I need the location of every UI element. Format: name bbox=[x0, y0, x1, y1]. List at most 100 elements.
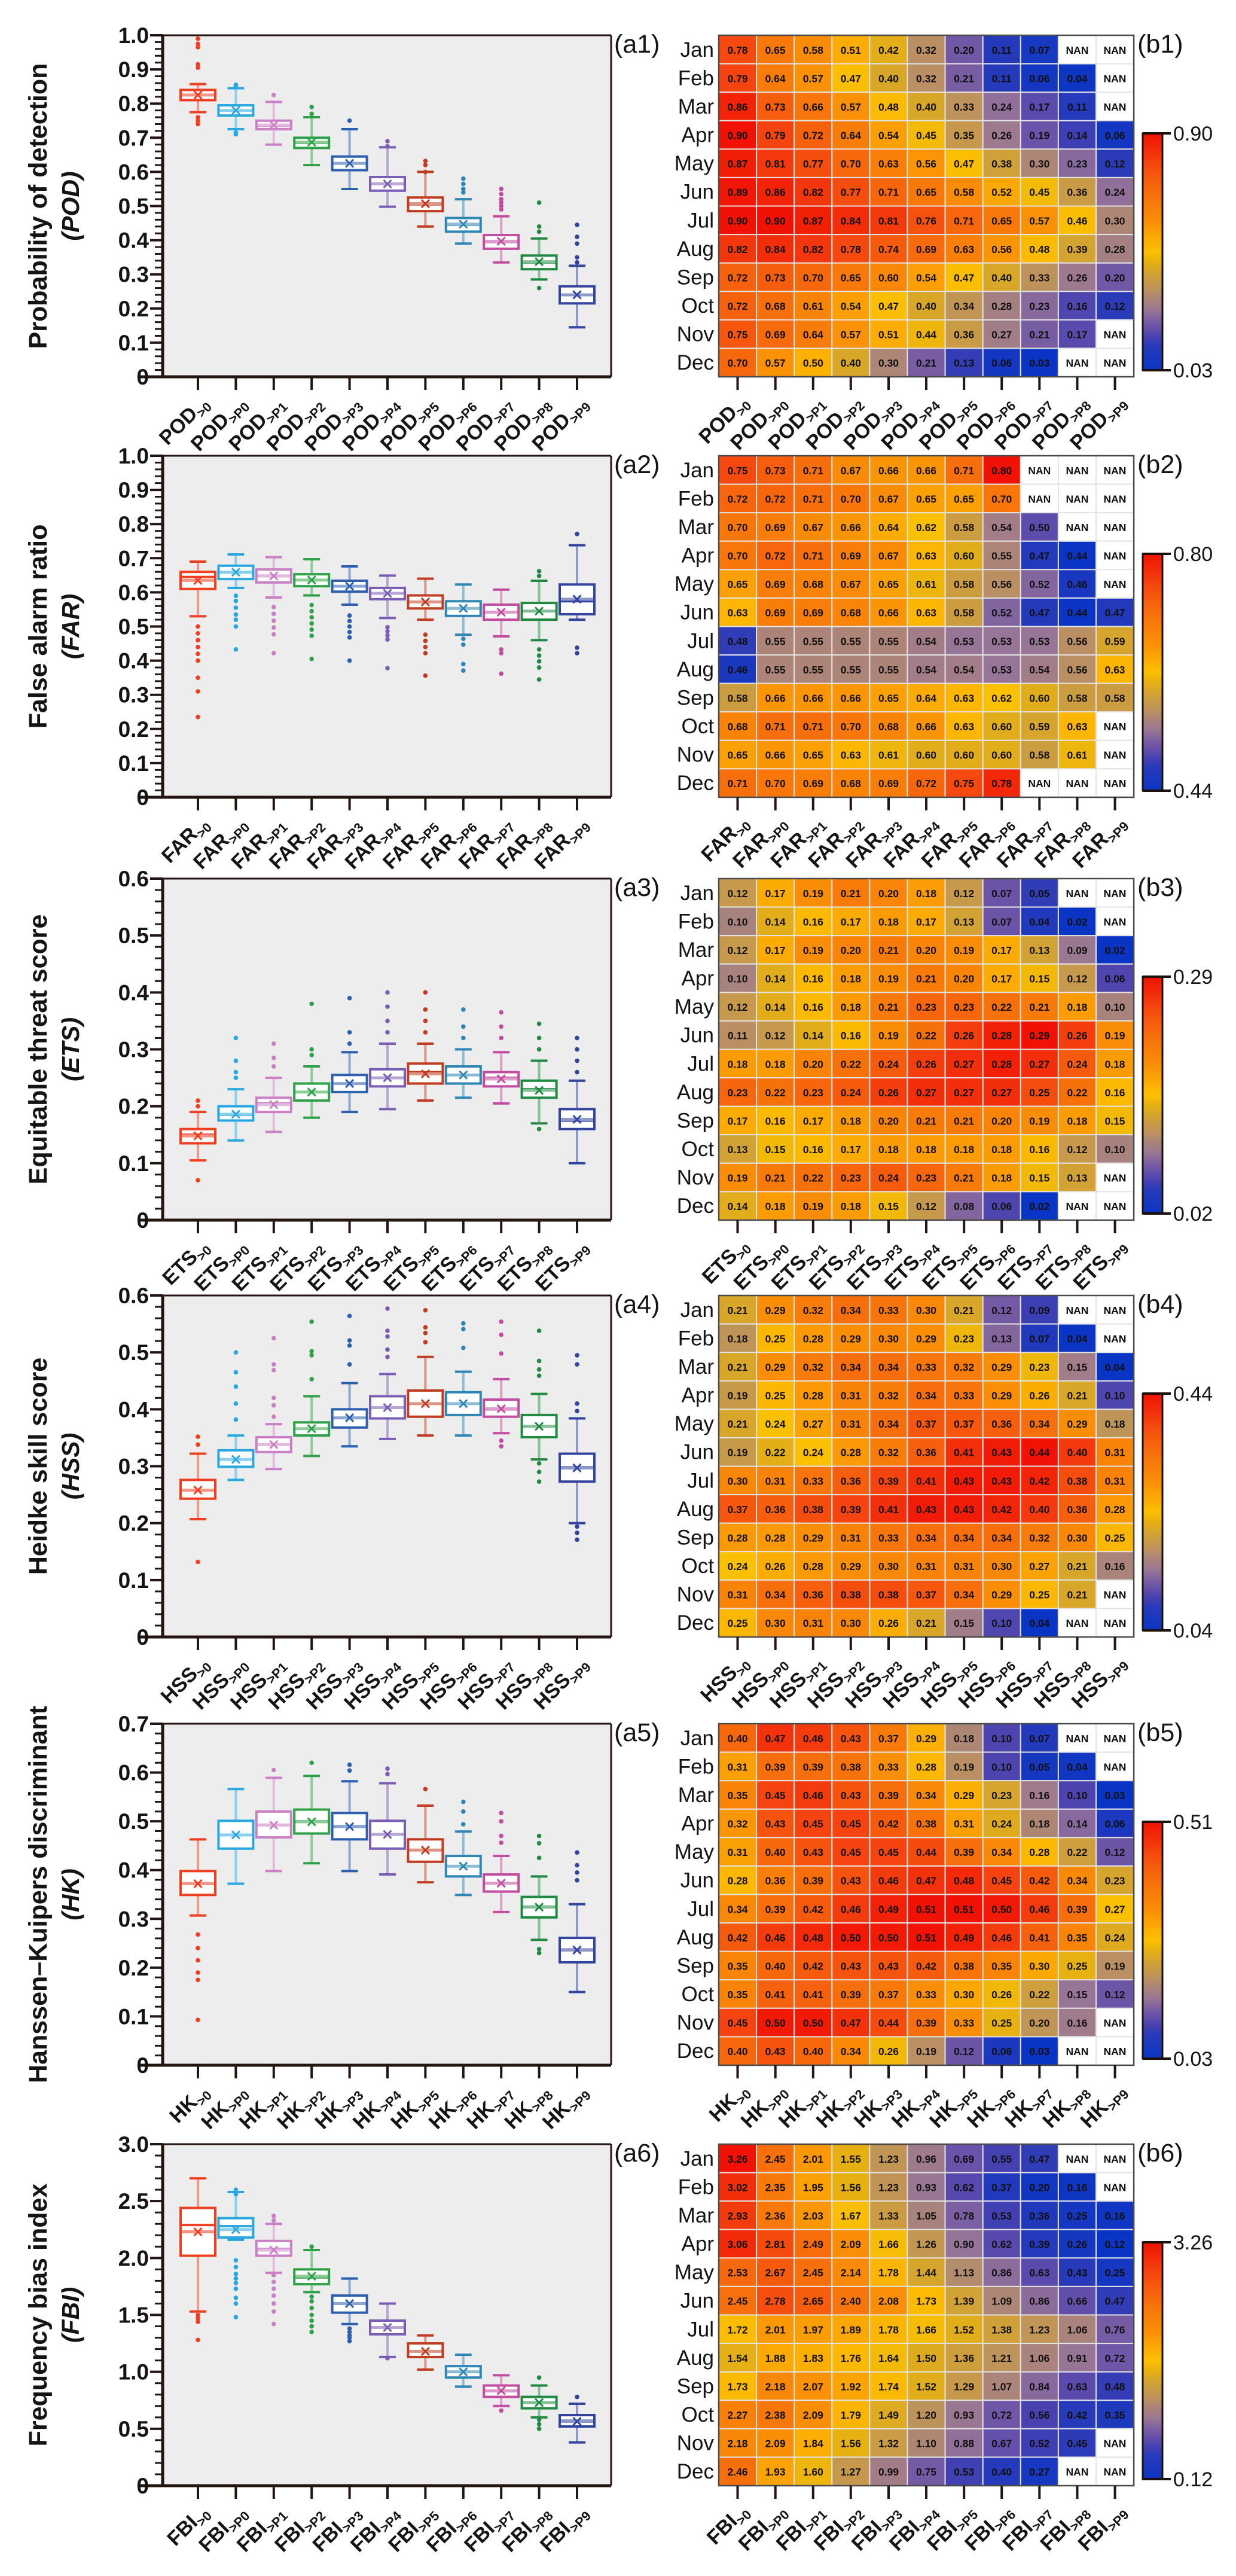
svg-text:0.10: 0.10 bbox=[1104, 1144, 1125, 1156]
svg-text:1.73: 1.73 bbox=[916, 2295, 936, 2307]
svg-text:0.28: 0.28 bbox=[916, 1761, 936, 1773]
svg-text:1.13: 1.13 bbox=[954, 2267, 974, 2279]
svg-text:(FBI): (FBI) bbox=[57, 2287, 84, 2343]
svg-text:0.31: 0.31 bbox=[803, 1617, 823, 1629]
svg-text:0.45: 0.45 bbox=[841, 1846, 861, 1858]
svg-text:NAN: NAN bbox=[1066, 357, 1089, 369]
svg-text:0.63: 0.63 bbox=[841, 749, 861, 761]
svg-text:1.23: 1.23 bbox=[878, 2153, 899, 2165]
svg-text:0.21: 0.21 bbox=[878, 1001, 899, 1013]
svg-text:0.79: 0.79 bbox=[765, 130, 786, 142]
svg-text:0.05: 0.05 bbox=[1029, 1761, 1049, 1773]
svg-text:0.63: 0.63 bbox=[954, 243, 974, 255]
svg-text:Jun: Jun bbox=[680, 1441, 714, 1464]
svg-text:0.12: 0.12 bbox=[1173, 2468, 1213, 2491]
svg-text:0.31: 0.31 bbox=[841, 1390, 861, 1402]
svg-text:0.37: 0.37 bbox=[916, 1418, 936, 1430]
svg-text:0.23: 0.23 bbox=[954, 1333, 974, 1345]
svg-text:0.11: 0.11 bbox=[1067, 101, 1087, 113]
svg-text:0.29: 0.29 bbox=[991, 1589, 1012, 1601]
svg-text:0.03: 0.03 bbox=[1029, 357, 1049, 369]
svg-text:0.3: 0.3 bbox=[118, 1455, 149, 1479]
svg-text:0.43: 0.43 bbox=[954, 1504, 974, 1516]
svg-text:0.60: 0.60 bbox=[954, 749, 974, 761]
svg-text:0.12: 0.12 bbox=[1104, 1846, 1125, 1858]
svg-text:0.42: 0.42 bbox=[1029, 1875, 1049, 1887]
svg-text:NAN: NAN bbox=[1104, 2045, 1127, 2057]
svg-text:0.30: 0.30 bbox=[1029, 1961, 1049, 1973]
svg-text:0.20: 0.20 bbox=[841, 944, 861, 956]
svg-text:0.51: 0.51 bbox=[878, 329, 899, 341]
svg-text:0.25: 0.25 bbox=[727, 1617, 747, 1629]
svg-text:0.60: 0.60 bbox=[954, 550, 974, 562]
svg-text:0.15: 0.15 bbox=[1029, 973, 1049, 985]
svg-text:0.40: 0.40 bbox=[878, 72, 899, 84]
svg-text:0.24: 0.24 bbox=[1067, 1058, 1087, 1070]
svg-text:0.5: 0.5 bbox=[118, 2417, 149, 2441]
svg-text:0.67: 0.67 bbox=[878, 493, 899, 505]
svg-text:0.37: 0.37 bbox=[991, 2181, 1012, 2193]
svg-text:0.69: 0.69 bbox=[916, 243, 936, 255]
svg-text:0.21: 0.21 bbox=[916, 973, 936, 985]
svg-text:Oct: Oct bbox=[682, 2403, 715, 2426]
svg-text:0.30: 0.30 bbox=[878, 1333, 899, 1345]
svg-text:0.15: 0.15 bbox=[765, 1144, 786, 1156]
svg-text:0.53: 0.53 bbox=[954, 635, 974, 647]
svg-text:0.11: 0.11 bbox=[992, 72, 1012, 84]
svg-text:0.48: 0.48 bbox=[878, 101, 899, 113]
svg-text:0.38: 0.38 bbox=[803, 1504, 823, 1516]
svg-text:0.6: 0.6 bbox=[118, 160, 149, 184]
svg-text:Apr: Apr bbox=[682, 1384, 715, 1407]
svg-text:0.66: 0.66 bbox=[878, 465, 899, 477]
svg-text:1.66: 1.66 bbox=[916, 2324, 936, 2336]
svg-text:0.21: 0.21 bbox=[765, 1172, 786, 1184]
svg-text:0.50: 0.50 bbox=[765, 2017, 786, 2029]
svg-text:0.39: 0.39 bbox=[803, 1875, 823, 1887]
svg-text:1.79: 1.79 bbox=[841, 2409, 861, 2421]
svg-text:0.22: 0.22 bbox=[765, 1447, 786, 1459]
svg-text:0.29: 0.29 bbox=[1173, 966, 1213, 989]
svg-text:0.42: 0.42 bbox=[803, 1961, 823, 1973]
svg-text:0.47: 0.47 bbox=[1029, 607, 1049, 619]
svg-text:0.21: 0.21 bbox=[916, 357, 936, 369]
svg-text:NAN: NAN bbox=[1104, 2466, 1127, 2478]
svg-text:0.71: 0.71 bbox=[727, 778, 747, 789]
svg-text:0.55: 0.55 bbox=[803, 664, 823, 676]
svg-text:0.39: 0.39 bbox=[765, 1903, 786, 1915]
svg-text:0.53: 0.53 bbox=[1029, 635, 1049, 647]
svg-text:0.68: 0.68 bbox=[727, 721, 747, 733]
svg-text:0.24: 0.24 bbox=[878, 1058, 899, 1070]
svg-text:0.34: 0.34 bbox=[841, 1361, 861, 1373]
svg-text:0.65: 0.65 bbox=[878, 693, 899, 705]
svg-text:0.24: 0.24 bbox=[1104, 1932, 1125, 1944]
svg-text:0.14: 0.14 bbox=[803, 1030, 823, 1042]
svg-text:2.01: 2.01 bbox=[803, 2153, 823, 2165]
svg-text:0.23: 0.23 bbox=[803, 1087, 823, 1099]
svg-text:0.43: 0.43 bbox=[841, 1875, 861, 1887]
svg-text:0.31: 0.31 bbox=[765, 1475, 786, 1487]
svg-text:NAN: NAN bbox=[1066, 1304, 1089, 1316]
svg-text:1.76: 1.76 bbox=[841, 2352, 861, 2364]
svg-text:0.9: 0.9 bbox=[118, 57, 149, 82]
svg-text:0.34: 0.34 bbox=[878, 1418, 899, 1430]
svg-text:0.19: 0.19 bbox=[727, 1172, 747, 1184]
svg-text:0.39: 0.39 bbox=[841, 1504, 861, 1516]
svg-text:0.21: 0.21 bbox=[954, 72, 974, 84]
svg-text:0.23: 0.23 bbox=[727, 1087, 747, 1099]
svg-text:1.32: 1.32 bbox=[878, 2438, 899, 2450]
svg-text:0.38: 0.38 bbox=[841, 1589, 861, 1601]
svg-text:(a6): (a6) bbox=[614, 2139, 660, 2168]
svg-text:0.10: 0.10 bbox=[991, 1733, 1012, 1745]
svg-text:Apr: Apr bbox=[682, 2233, 715, 2256]
svg-text:0.39: 0.39 bbox=[841, 1989, 861, 2001]
svg-text:0.37: 0.37 bbox=[954, 1418, 974, 1430]
svg-text:0.38: 0.38 bbox=[991, 158, 1012, 170]
svg-text:0.69: 0.69 bbox=[765, 522, 786, 534]
svg-text:(HSS): (HSS) bbox=[57, 1433, 84, 1500]
svg-text:0.88: 0.88 bbox=[954, 2438, 974, 2450]
svg-text:0.16: 0.16 bbox=[1104, 1087, 1125, 1099]
svg-text:0.29: 0.29 bbox=[991, 1361, 1012, 1373]
svg-text:0.17: 0.17 bbox=[803, 1115, 823, 1127]
svg-text:0.84: 0.84 bbox=[1029, 2381, 1049, 2393]
svg-text:0.66: 0.66 bbox=[765, 693, 786, 705]
